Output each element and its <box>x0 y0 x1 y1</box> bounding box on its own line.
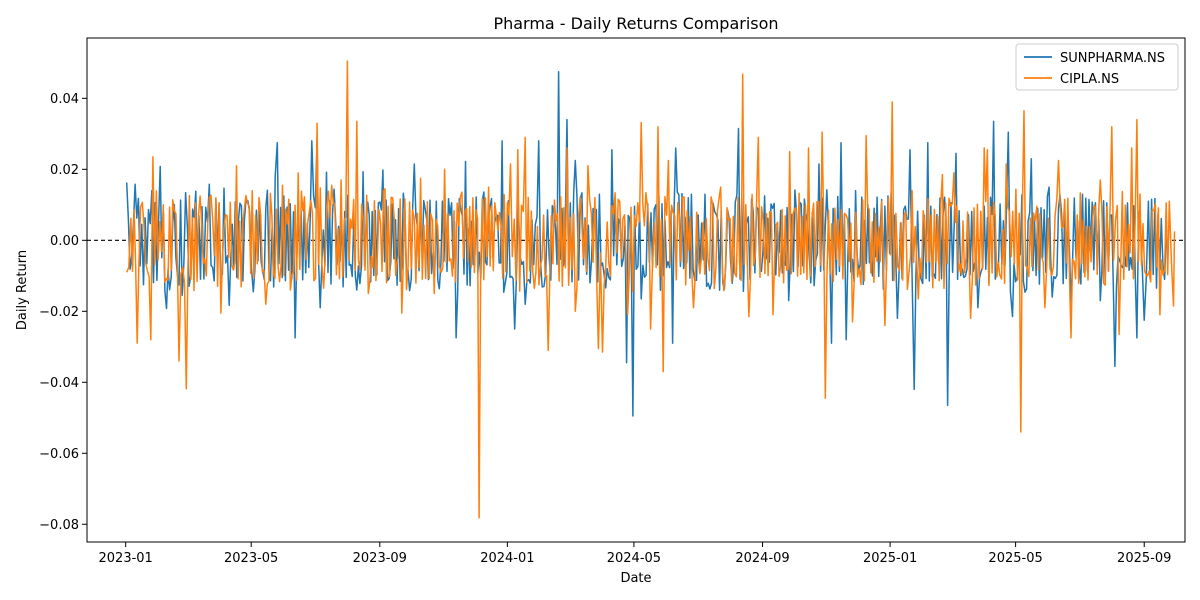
x-tick-label: 2023-01 <box>99 551 153 566</box>
legend: SUNPHARMA.NS CIPLA.NS <box>1015 43 1179 91</box>
legend-label-sunpharma: SUNPHARMA.NS <box>1060 51 1165 66</box>
y-tick-label: 0.02 <box>50 163 79 178</box>
chart-title: Pharma - Daily Returns Comparison <box>493 14 778 33</box>
y-tick-label: 0.04 <box>50 92 79 107</box>
x-tick-label: 2025-09 <box>1117 551 1171 566</box>
x-tick-label: 2023-09 <box>353 551 407 566</box>
x-tick-label: 2023-05 <box>224 551 278 566</box>
x-tick-label: 2024-09 <box>735 551 789 566</box>
legend-label-cipla: CIPLA.NS <box>1060 72 1119 87</box>
y-tick-label: −0.06 <box>39 447 79 462</box>
plot-frame <box>86 37 1186 543</box>
x-tick-label: 2025-01 <box>863 551 917 566</box>
x-tick-label: 2024-05 <box>607 551 661 566</box>
x-tick-label: 2024-01 <box>480 551 534 566</box>
y-axis-title: Daily Return <box>15 250 30 330</box>
series-layer <box>125 60 1176 519</box>
x-axis-title: Date <box>620 571 651 586</box>
series-line-cipla-ns <box>126 60 1176 519</box>
y-tick-label: −0.02 <box>39 305 79 320</box>
legend-box <box>1015 43 1179 91</box>
x-tick-label: 2025-05 <box>988 551 1042 566</box>
y-tick-label: 0.00 <box>50 234 79 249</box>
y-tick-label: −0.08 <box>39 518 79 533</box>
x-axis: 2023-01 2023-05 2023-09 2024-01 2024-05 2024-… <box>99 542 1171 566</box>
y-tick-label: −0.04 <box>39 376 79 391</box>
y-axis: −0.08 −0.06 −0.04 −0.02 0.00 0.02 0.04 <box>39 92 87 533</box>
